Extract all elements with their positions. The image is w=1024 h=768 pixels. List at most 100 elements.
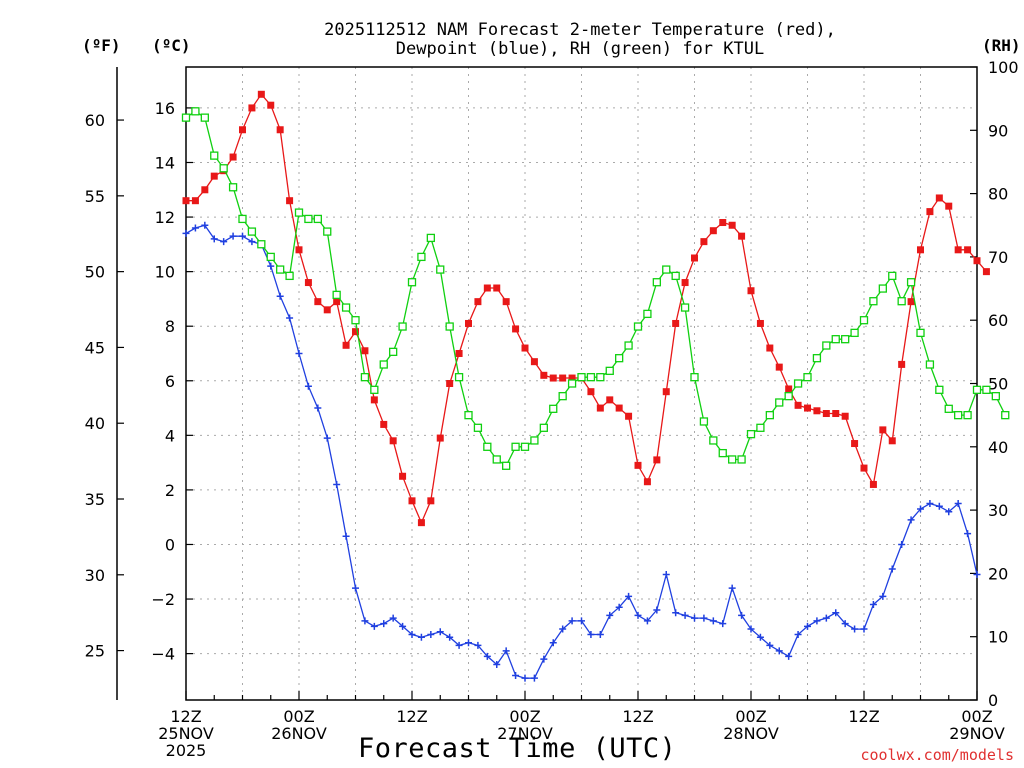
data-point — [276, 292, 284, 300]
data-point — [935, 194, 943, 202]
data-point — [605, 366, 614, 375]
data-point — [238, 214, 247, 224]
fahrenheit-tick-label: 60 — [85, 111, 105, 130]
data-point — [568, 617, 576, 625]
series-dewpoint — [182, 221, 981, 682]
data-point — [455, 641, 463, 649]
celsius-tick-label: 4 — [165, 426, 175, 445]
data-point — [699, 417, 709, 426]
rh-tick-label: 40 — [988, 438, 1008, 457]
data-point — [267, 262, 275, 270]
data-point — [370, 396, 378, 404]
data-point — [737, 455, 746, 464]
data-point — [427, 497, 435, 505]
data-point — [916, 328, 925, 338]
data-point — [493, 284, 501, 292]
data-point — [389, 437, 397, 445]
data-point — [738, 611, 746, 619]
x-tick-label: 00Z — [509, 707, 540, 726]
data-point — [285, 271, 294, 281]
data-point — [662, 388, 670, 396]
data-point — [606, 611, 614, 619]
rh-tick-label: 60 — [988, 311, 1008, 330]
data-point — [445, 322, 454, 331]
data-point — [257, 90, 265, 98]
data-point — [804, 622, 811, 630]
series-line — [186, 93, 987, 525]
data-point — [935, 385, 944, 394]
data-point — [502, 461, 511, 470]
data-point — [822, 341, 831, 350]
celsius-tick-label: 12 — [155, 208, 175, 227]
data-point — [766, 641, 774, 649]
data-point — [606, 396, 614, 404]
x-tick-label: 2025 — [166, 741, 207, 760]
data-point — [483, 652, 491, 660]
data-point — [201, 186, 209, 194]
rh-tick-label: 20 — [988, 564, 1008, 583]
data-point — [973, 257, 981, 265]
data-point — [766, 344, 774, 352]
x-tick-label: 12Z — [396, 707, 427, 726]
data-point — [407, 278, 417, 287]
data-point — [859, 316, 869, 325]
data-point — [210, 172, 218, 180]
data-point — [850, 328, 859, 338]
x-axis-title: Forecast Time (UTC) — [358, 733, 677, 764]
data-point — [822, 410, 830, 418]
data-point — [323, 434, 331, 442]
data-point — [257, 240, 266, 249]
data-point — [191, 224, 199, 232]
fahrenheit-tick-label: 55 — [85, 187, 105, 206]
x-tick-label: 25NOV — [158, 724, 214, 743]
data-point — [982, 385, 991, 394]
data-point — [266, 252, 275, 262]
data-point — [718, 448, 727, 458]
data-point — [286, 314, 294, 322]
data-point — [200, 113, 209, 122]
data-point — [512, 325, 520, 333]
rh-tick-label: 70 — [988, 248, 1008, 267]
data-point — [492, 455, 501, 464]
data-point — [436, 628, 444, 636]
data-point — [785, 652, 793, 660]
data-point — [888, 271, 897, 281]
rh-tick-label: 80 — [988, 185, 1008, 204]
data-point — [945, 508, 953, 516]
data-point — [360, 373, 370, 382]
fahrenheit-tick-label: 45 — [85, 338, 105, 357]
fahrenheit-tick-label: 40 — [85, 414, 105, 433]
data-point — [549, 404, 558, 413]
rh-tick-label: 100 — [988, 58, 1019, 77]
data-point — [738, 232, 746, 240]
data-point — [898, 360, 906, 368]
data-point — [888, 437, 896, 445]
fahrenheit-tick-label: 25 — [85, 642, 105, 661]
data-point — [624, 341, 633, 350]
data-point — [286, 197, 294, 205]
data-point — [596, 373, 605, 382]
data-point — [964, 246, 972, 254]
data-point — [596, 631, 604, 639]
data-point — [520, 442, 530, 451]
data-point — [878, 284, 887, 293]
data-point — [398, 322, 407, 331]
data-point — [728, 221, 736, 229]
data-point — [332, 290, 341, 300]
data-point — [559, 625, 567, 633]
data-point — [945, 202, 953, 210]
data-point — [248, 238, 256, 246]
data-point — [323, 306, 331, 314]
data-point — [643, 478, 651, 486]
data-point — [784, 392, 793, 401]
rh-tick-label: 0 — [988, 691, 998, 710]
fahrenheit-tick-label: 50 — [85, 263, 105, 282]
data-point — [879, 426, 887, 434]
data-point — [793, 379, 803, 388]
data-point — [267, 101, 275, 109]
data-point — [643, 617, 651, 625]
fahrenheit-tick-label: 35 — [85, 490, 105, 509]
data-point — [747, 625, 755, 633]
series-line — [185, 110, 1006, 467]
data-point — [615, 603, 623, 611]
